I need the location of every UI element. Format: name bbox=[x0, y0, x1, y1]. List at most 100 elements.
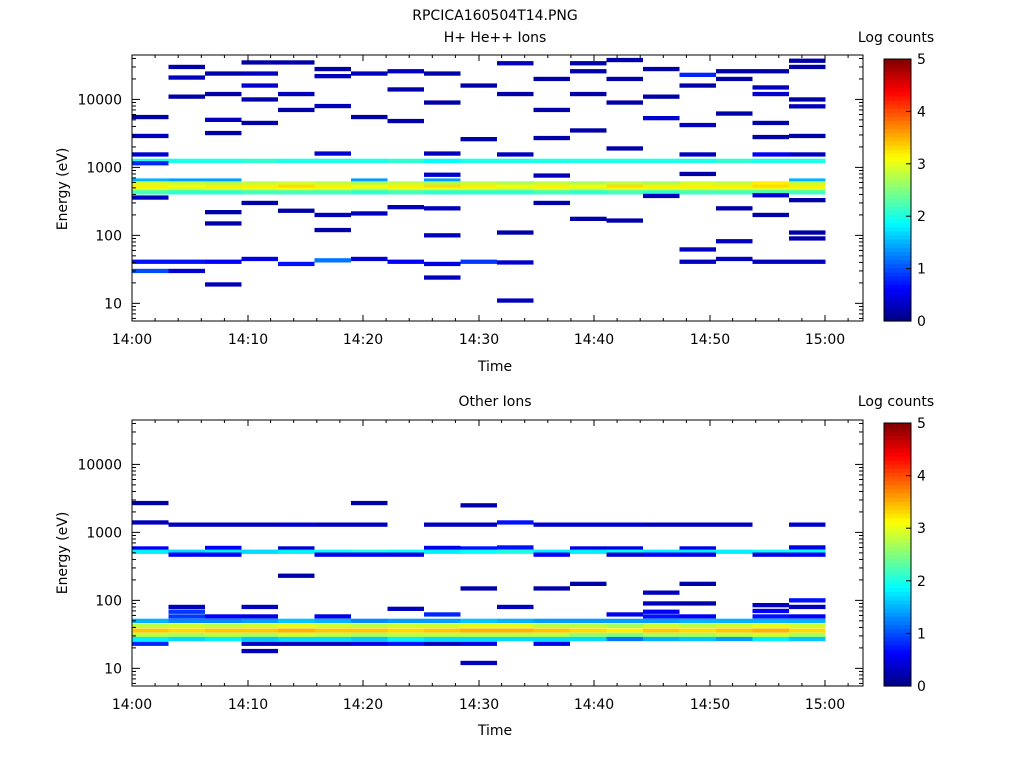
colorbar-swatch bbox=[884, 616, 911, 621]
colorbar-swatch bbox=[884, 488, 911, 494]
colorbar-swatch bbox=[884, 677, 911, 683]
heatmap-cell bbox=[424, 233, 461, 238]
heatmap-cell bbox=[205, 178, 242, 183]
heatmap-cell bbox=[497, 623, 534, 629]
heatmap-cell bbox=[752, 193, 789, 198]
heatmap-cell bbox=[351, 500, 388, 506]
heatmap-cell bbox=[497, 152, 534, 157]
colorbar-swatch bbox=[884, 177, 911, 183]
heatmap-cell bbox=[278, 641, 315, 646]
colorbar-swatch bbox=[884, 144, 911, 150]
heatmap-cell bbox=[789, 230, 826, 235]
colorbar-swatch bbox=[884, 554, 911, 560]
heatmap-cell bbox=[351, 158, 388, 163]
heatmap-cell bbox=[497, 545, 534, 550]
heatmap-cell bbox=[533, 184, 570, 189]
heatmap-cell bbox=[716, 239, 753, 244]
heatmap-cell bbox=[570, 69, 607, 74]
heatmap-cell bbox=[679, 247, 716, 252]
heatmap-cell bbox=[424, 181, 461, 186]
heatmap-cell bbox=[533, 181, 570, 186]
colorbar-tick-label: 3 bbox=[917, 157, 926, 173]
heatmap-cell bbox=[278, 187, 315, 192]
colorbar-frame bbox=[883, 422, 912, 687]
heatmap-cell bbox=[387, 118, 424, 124]
heatmap-cell bbox=[351, 184, 388, 189]
heatmap-cell bbox=[168, 632, 205, 638]
heatmap-cell bbox=[278, 190, 315, 195]
heatmap-cell bbox=[132, 181, 169, 186]
colorbar-swatch bbox=[884, 169, 911, 175]
heatmap-cell bbox=[752, 608, 789, 614]
heatmap-cell bbox=[205, 187, 242, 192]
heatmap-cell bbox=[533, 173, 570, 178]
heatmap-cell bbox=[460, 184, 497, 189]
heatmap-cell bbox=[679, 72, 716, 77]
heatmap-cell bbox=[533, 107, 570, 113]
colorbar-swatch bbox=[884, 218, 911, 224]
heatmap-cell bbox=[278, 573, 315, 578]
heatmap-cell bbox=[168, 181, 205, 186]
colorbar-swatch bbox=[884, 525, 911, 531]
heatmap-cell bbox=[241, 549, 278, 554]
heatmap-cell bbox=[789, 522, 826, 527]
heatmap-cell bbox=[314, 628, 351, 633]
heatmap-cell bbox=[570, 546, 607, 551]
heatmap-cell bbox=[278, 522, 315, 527]
heatmap-cell bbox=[387, 259, 424, 264]
y-tick-label: 100 bbox=[95, 593, 122, 609]
heatmap-cell bbox=[460, 636, 497, 642]
heatmap-cell bbox=[643, 623, 680, 629]
y-tick-label: 1000 bbox=[86, 160, 122, 176]
heatmap-cell bbox=[679, 623, 716, 629]
colorbar-swatch bbox=[884, 484, 911, 490]
heatmap-cell bbox=[460, 181, 497, 186]
colorbar-swatch bbox=[884, 505, 911, 510]
heatmap-cell bbox=[314, 258, 351, 263]
heatmap-cell bbox=[460, 259, 497, 264]
heatmap-cell bbox=[606, 612, 643, 617]
heatmap-cell bbox=[205, 522, 242, 527]
heatmap-cell bbox=[278, 628, 315, 633]
heatmap-cell bbox=[643, 590, 680, 595]
heatmap-cell bbox=[752, 623, 789, 629]
heatmap-cell bbox=[497, 632, 534, 638]
colorbar-swatch bbox=[884, 447, 911, 453]
heatmap-cell bbox=[643, 522, 680, 527]
colorbar-swatch bbox=[884, 194, 911, 199]
heatmap-cell bbox=[278, 549, 315, 554]
heatmap-cell bbox=[789, 236, 826, 241]
colorbar-swatch bbox=[884, 649, 911, 654]
heatmap-cell bbox=[643, 632, 680, 638]
heatmap-cell bbox=[606, 187, 643, 192]
colorbar-swatch bbox=[884, 210, 911, 216]
heatmap-cell bbox=[351, 71, 388, 76]
heatmap-cell bbox=[314, 549, 351, 554]
heatmap-cell bbox=[497, 628, 534, 633]
heatmap-cell bbox=[789, 190, 826, 195]
heatmap-cell bbox=[168, 158, 205, 163]
colorbar-swatch bbox=[884, 599, 911, 605]
heatmap-cell bbox=[278, 546, 315, 551]
heatmap-cell bbox=[241, 190, 278, 195]
heatmap-cell bbox=[533, 628, 570, 633]
heatmap-cell bbox=[278, 618, 315, 623]
heatmap-cell bbox=[570, 623, 607, 629]
colorbar-swatch bbox=[884, 255, 911, 261]
colorbar-swatch bbox=[884, 136, 911, 142]
colorbar-swatch bbox=[884, 222, 911, 228]
colorbar-swatch bbox=[884, 612, 911, 617]
heatmap-cell bbox=[570, 61, 607, 66]
heatmap-cell bbox=[789, 552, 826, 557]
heatmap-cell bbox=[132, 158, 169, 163]
x-tick-label: 14:20 bbox=[343, 332, 383, 348]
colorbar-swatch bbox=[884, 657, 911, 662]
heatmap-cell bbox=[716, 623, 753, 629]
heatmap-cell bbox=[606, 218, 643, 223]
heatmap-cell bbox=[314, 636, 351, 642]
heatmap-cell bbox=[716, 187, 753, 192]
heatmap-cell bbox=[752, 152, 789, 157]
heatmap-cell bbox=[643, 181, 680, 186]
heatmap-cell bbox=[460, 187, 497, 192]
heatmap-cell bbox=[241, 623, 278, 629]
